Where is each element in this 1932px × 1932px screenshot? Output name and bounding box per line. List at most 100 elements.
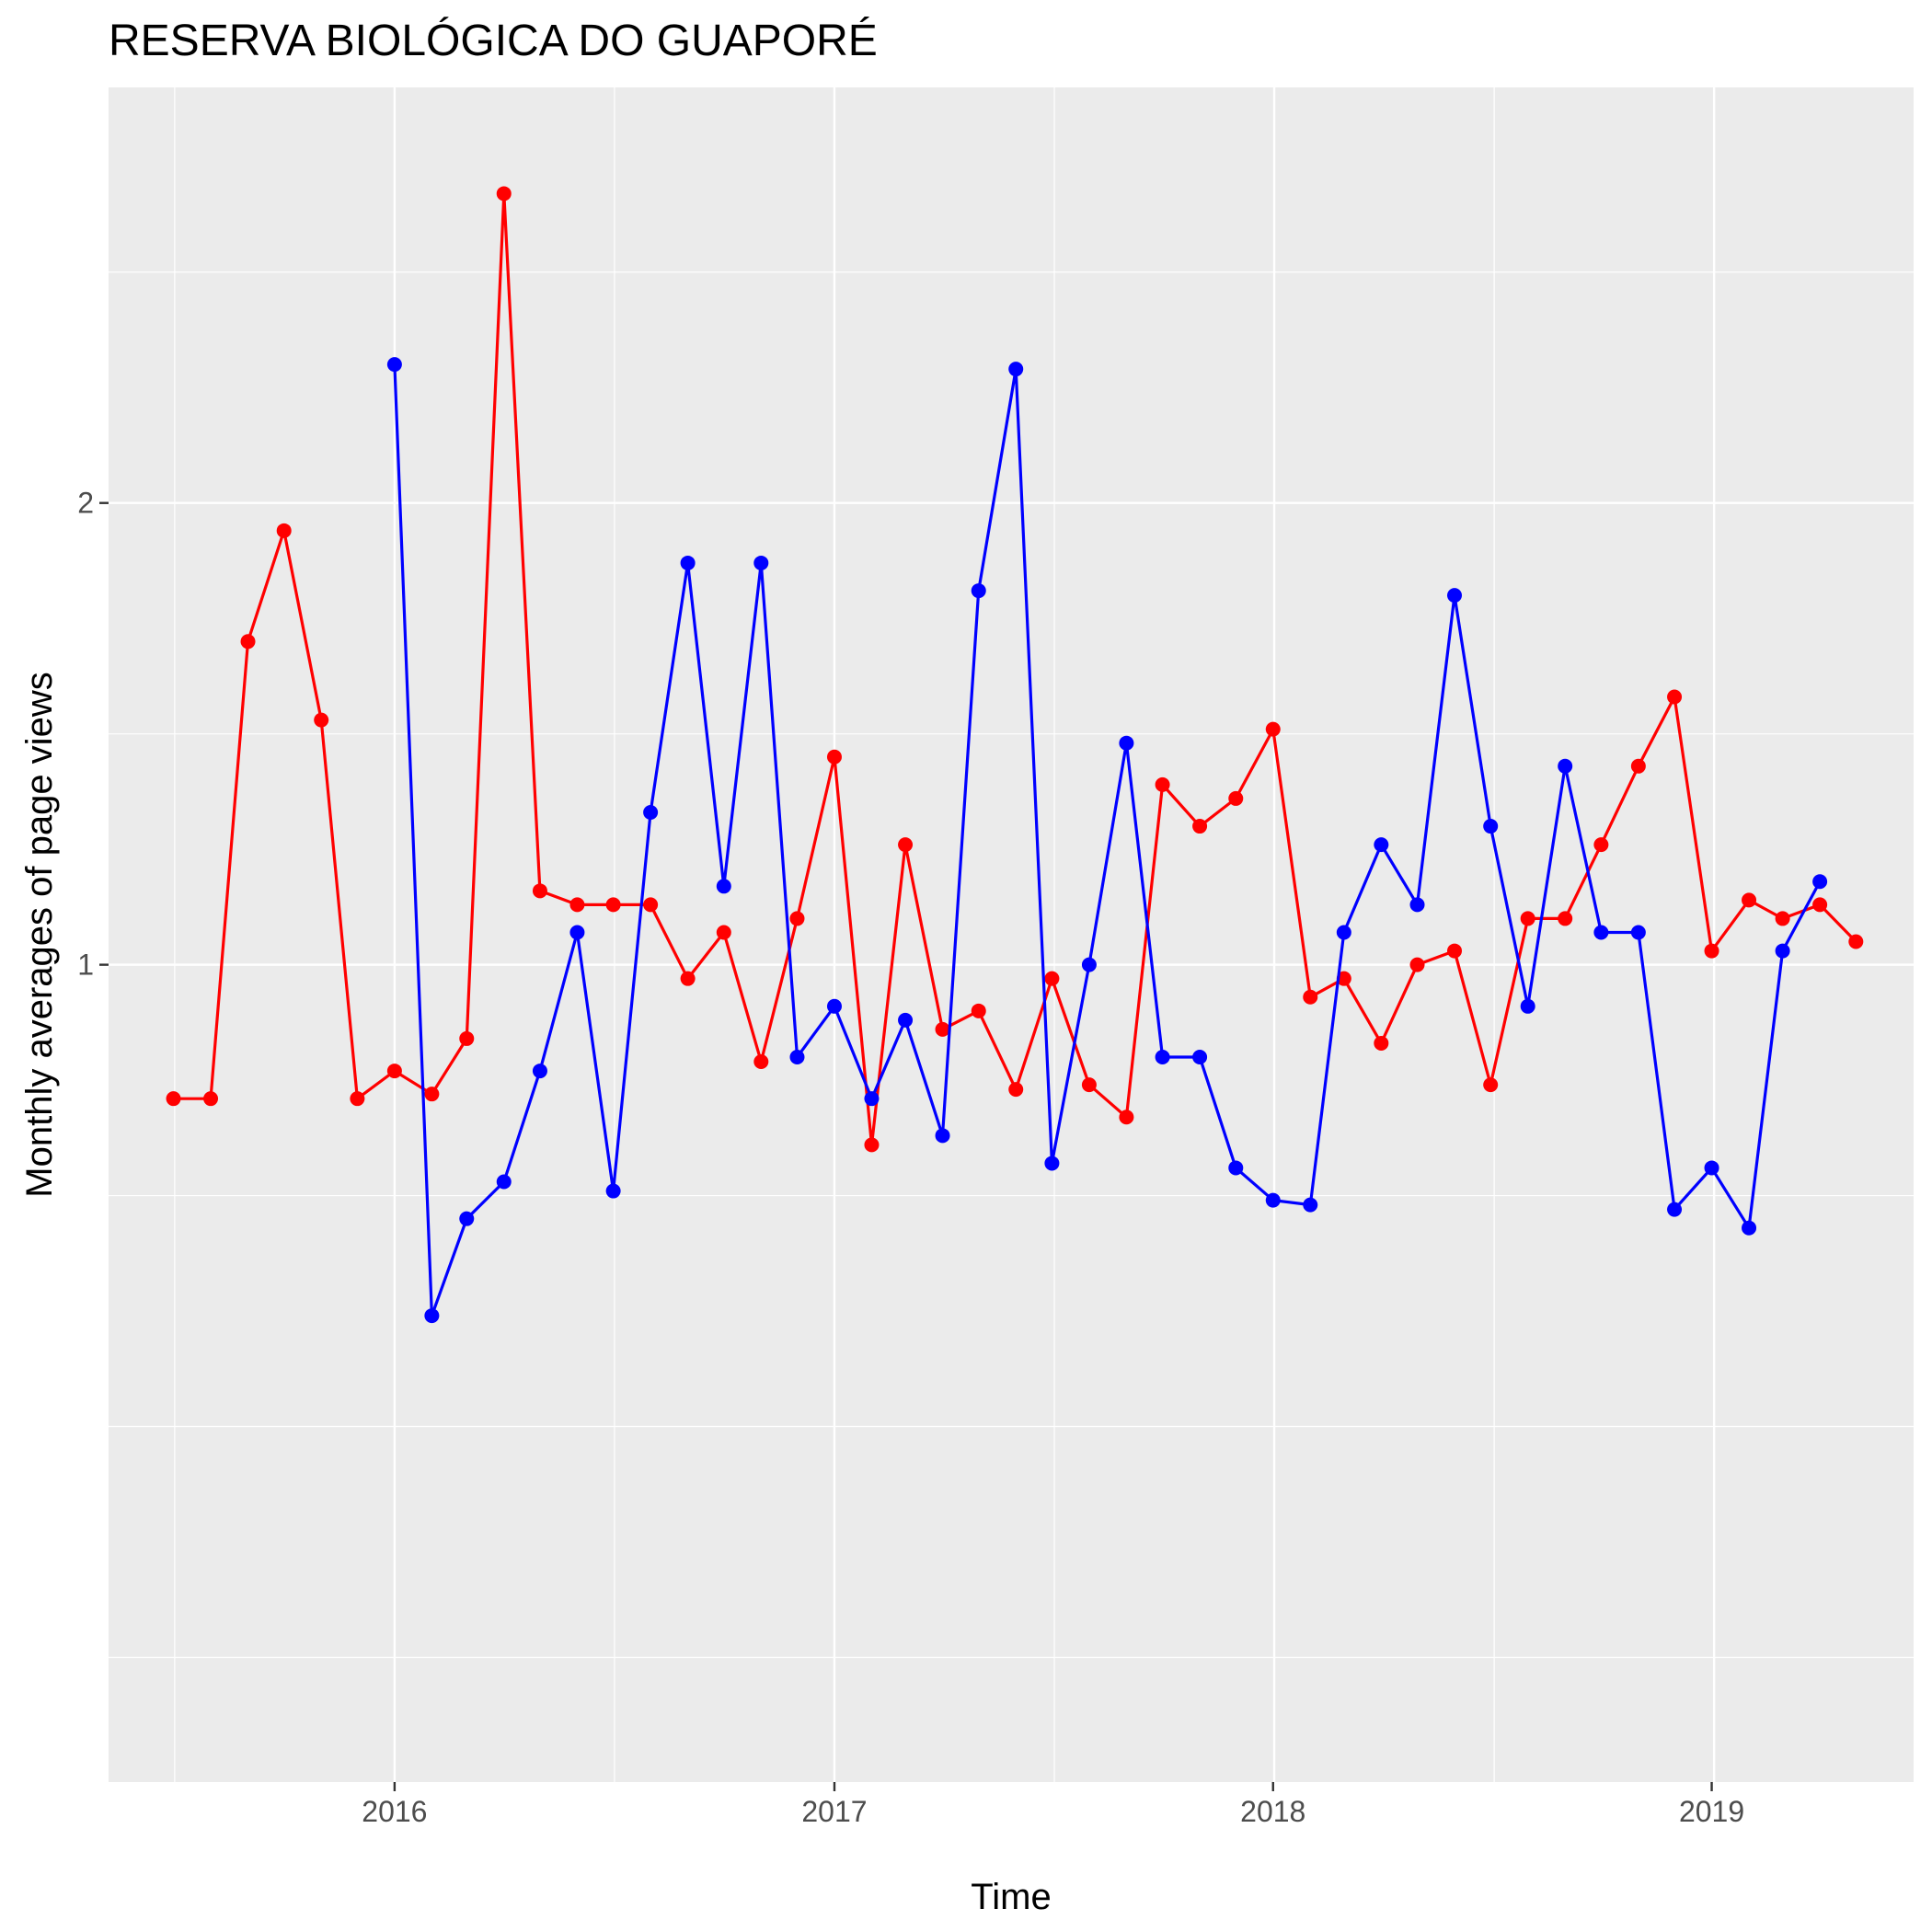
x-tick-label: 2017 (801, 1795, 867, 1828)
series-2-point (1812, 874, 1828, 890)
series-1-point (350, 1091, 365, 1107)
series-1-point (1775, 911, 1790, 926)
series-1-point (1228, 790, 1244, 806)
x-tick-label: 2019 (1679, 1795, 1744, 1828)
series-2-point (1192, 1050, 1208, 1065)
series-1-point (532, 883, 547, 899)
series-1-point (569, 897, 585, 913)
series-2-point (1044, 1156, 1060, 1171)
y-axis-title: Monthly averages of page views (19, 672, 60, 1197)
series-1-point (424, 1087, 440, 1102)
series-2-point (680, 555, 696, 570)
series-2-line (393, 364, 1822, 1317)
chart-title: RESERVA BIOLÓGICA DO GUAPORÉ (109, 16, 878, 65)
series-2-point (1228, 1160, 1244, 1176)
series-2-point (1409, 897, 1425, 913)
series-1-point (166, 1091, 181, 1107)
series-1-point (605, 897, 621, 913)
series-1-point (1812, 897, 1828, 913)
series-2-point (532, 1064, 547, 1079)
series-2-point (1265, 1192, 1281, 1208)
series-1-point (459, 1030, 475, 1046)
major-gridlines (109, 87, 1914, 1782)
y-tick-label: 1 (77, 949, 94, 982)
series-1-point (1630, 758, 1646, 774)
series-1-point (789, 911, 805, 926)
series-1-point (1008, 1082, 1024, 1098)
series-1-point (1119, 1110, 1134, 1125)
series-1-point (898, 837, 914, 853)
series-1-point (1265, 721, 1281, 737)
series-2-point (1775, 943, 1790, 959)
series-1-point (1374, 1035, 1389, 1051)
series-1-point (1044, 971, 1060, 986)
series-1-point (1558, 911, 1573, 926)
series-1-point (864, 1137, 880, 1153)
series-1-point (1742, 892, 1757, 908)
series-2-point (1520, 998, 1535, 1014)
series-2-point (753, 555, 769, 570)
series-layer (166, 186, 1864, 1324)
series-1-point (971, 1003, 986, 1018)
series-2-point (1667, 1202, 1683, 1217)
series-2-point (1593, 925, 1609, 940)
series-1-point (1447, 943, 1463, 959)
series-2-point (643, 804, 659, 820)
series-2-point (1081, 957, 1097, 972)
series-2-point (1558, 758, 1573, 774)
series-1-point (935, 1021, 950, 1037)
series-2-point (935, 1128, 950, 1144)
series-1-point (1848, 934, 1864, 949)
series-1-point (643, 897, 659, 913)
series-1-point (1520, 911, 1535, 926)
series-1-point (1704, 943, 1719, 959)
series-2-point (1119, 735, 1134, 751)
series-2-point (1008, 362, 1024, 377)
series-1-point (1483, 1077, 1499, 1093)
series-1-point (203, 1091, 219, 1107)
series-1-point (826, 749, 842, 765)
series-2-point (1483, 819, 1499, 834)
series-1-point (1081, 1077, 1097, 1093)
series-1-point (716, 925, 731, 940)
series-2-point (1155, 1050, 1170, 1065)
series-2-point (826, 998, 842, 1014)
series-2-point (424, 1308, 440, 1324)
series-2-point (898, 1012, 914, 1028)
series-2-point (605, 1183, 621, 1199)
series-2-point (971, 583, 986, 599)
series-1-point (1667, 689, 1683, 705)
series-2-point (716, 879, 731, 894)
series-2-point (459, 1211, 475, 1226)
series-1-point (1409, 957, 1425, 972)
series-2-point (569, 925, 585, 940)
series-1-point (496, 186, 512, 201)
x-axis: 2016 2017 2018 2019 (362, 1782, 1744, 1828)
x-axis-title: Time (971, 1877, 1051, 1917)
y-axis: 12 (77, 487, 109, 982)
series-1-point (1303, 989, 1318, 1005)
series-2-point (1704, 1160, 1719, 1176)
x-tick-label: 2016 (362, 1795, 427, 1828)
series-1-point (753, 1054, 769, 1070)
series-2-point (789, 1050, 805, 1065)
series-2-point (1742, 1220, 1757, 1236)
series-2-point (1336, 925, 1351, 940)
series-1-point (1593, 837, 1609, 853)
series-2-point (1374, 837, 1389, 853)
series-2-point (496, 1174, 512, 1190)
y-tick-label: 2 (77, 487, 94, 520)
x-tick-label: 2018 (1240, 1795, 1305, 1828)
series-1-point (276, 523, 292, 538)
series-2-point (1630, 925, 1646, 940)
series-2-point (1303, 1197, 1318, 1213)
series-2-point (864, 1091, 880, 1107)
series-1-point (240, 634, 256, 650)
series-1-point (1192, 819, 1208, 834)
series-1-point (1155, 776, 1170, 792)
series-2-point (386, 357, 402, 373)
series-1-point (1336, 971, 1351, 986)
series-1-point (386, 1064, 402, 1079)
series-2-point (1447, 588, 1463, 604)
